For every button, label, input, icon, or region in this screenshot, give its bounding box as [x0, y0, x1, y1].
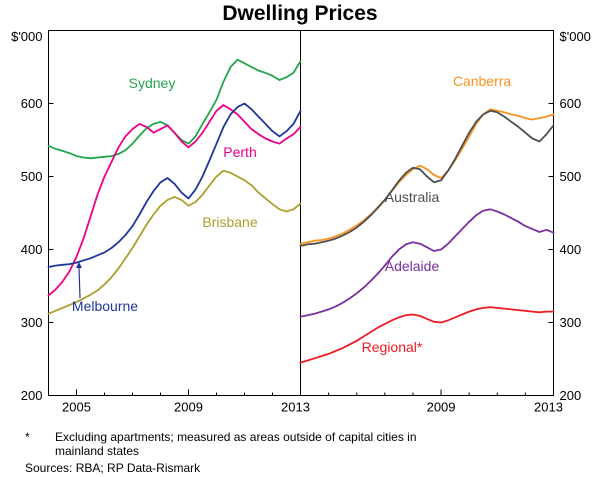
y-axis-unit-right: $'000 — [560, 29, 591, 44]
series-line-regional — [299, 306, 555, 364]
series-label-australia: Australia — [385, 189, 440, 205]
y-tick-label-left: 400 — [21, 242, 43, 257]
y-tick-label-left: 200 — [21, 388, 43, 403]
footnote-row: * Excluding apartments; measured as area… — [25, 430, 592, 458]
y-axis-unit-left: $'000 — [11, 29, 42, 44]
series-line-australia — [299, 109, 555, 247]
y-tick-label-right: 400 — [560, 242, 582, 257]
series-line-canberra — [299, 108, 555, 245]
series-label-perth: Perth — [223, 144, 256, 160]
annotation-arrowhead — [76, 262, 82, 268]
y-tick-label-left: 600 — [21, 96, 43, 111]
x-tick-label: 2005 — [62, 400, 91, 415]
series-label-melbourne: Melbourne — [72, 298, 138, 314]
series-label-canberra: Canberra — [453, 73, 512, 89]
series-label-adelaide: Adelaide — [385, 258, 440, 274]
x-tick-label: 2013 — [534, 400, 563, 415]
series-line-brisbane — [47, 169, 302, 315]
footnotes: * Excluding apartments; measured as area… — [25, 430, 592, 475]
y-tick-label-right: 300 — [560, 315, 582, 330]
y-tick-label-left: 300 — [21, 315, 43, 330]
footnote-marker: * — [25, 430, 30, 444]
x-tick-label: 2013 — [281, 400, 310, 415]
series-line-adelaide — [299, 208, 555, 318]
x-tick-label: 2009 — [174, 400, 203, 415]
annotation-arrow — [78, 266, 81, 299]
x-tick-label: 2009 — [427, 400, 456, 415]
footnote-text: Excluding apartments; measured as areas … — [55, 430, 417, 458]
series-label-regional: Regional* — [362, 339, 423, 355]
series-label-brisbane: Brisbane — [202, 214, 257, 230]
series-label-sydney: Sydney — [129, 75, 176, 91]
chart-title: Dwelling Prices — [222, 2, 378, 25]
y-tick-label-left: 500 — [21, 169, 43, 184]
series-line-perth — [47, 104, 302, 297]
series-line-melbourne — [47, 102, 302, 268]
sources-line: Sources: RBA; RP Data-Rismark — [25, 461, 201, 475]
y-tick-label-right: 200 — [560, 388, 582, 403]
y-tick-label-right: 500 — [560, 169, 582, 184]
y-tick-label-right: 600 — [560, 96, 582, 111]
